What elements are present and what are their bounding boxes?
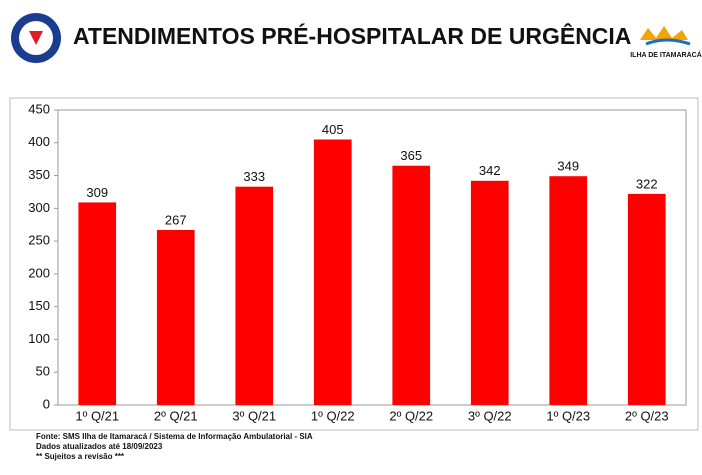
x-tick-label: 1º Q/22 [311,408,355,423]
y-tick-label: 150 [28,298,50,313]
revision-note: ** Sujeitos a revisão *** [36,452,125,461]
bar [470,180,509,405]
logo-wave [645,38,691,46]
bar [156,229,195,405]
left-logo [11,13,61,63]
y-tick-label: 400 [28,134,50,149]
x-tick-label: 1º Q/21 [75,408,119,423]
value-label: 349 [557,159,579,174]
value-label: 309 [86,185,108,200]
update-note: Dados atualizados até 18/09/2023 [36,442,163,451]
y-tick-label: 0 [43,396,50,411]
y-tick-label: 300 [28,200,50,215]
value-label: 333 [243,169,265,184]
x-tick-label: 2º Q/21 [154,408,198,423]
y-tick-label: 450 [28,101,50,116]
bar [627,193,666,405]
x-tick-label: 2º Q/23 [625,408,669,423]
chart-title: ATENDIMENTOS PRÉ-HOSPITALAR DE URGÊNCIA [73,22,631,49]
logo-text: ILHA DE ITAMARACÁ [630,50,702,59]
right-logo: ILHA DE ITAMARACÁ [630,26,702,59]
chart-frame [9,97,699,431]
bar [313,139,352,405]
source-note: Fonte: SMS Ilha de Itamaracá / Sistema d… [36,432,313,441]
value-label: 405 [322,122,344,137]
logo-star [29,31,43,45]
value-label: 322 [636,176,658,191]
y-tick-label: 100 [28,331,50,346]
x-tick-label: 2º Q/22 [389,408,433,423]
x-tick-label: 3º Q/22 [468,408,512,423]
value-label: 365 [400,148,422,163]
logo-shape [640,26,688,40]
bar [78,202,117,405]
value-label: 342 [479,163,501,178]
bar [549,176,588,405]
bar [235,186,274,405]
y-tick-label: 250 [28,233,50,248]
y-tick-label: 350 [28,167,50,182]
x-tick-label: 3º Q/21 [232,408,276,423]
y-tick-label: 50 [36,364,50,379]
value-label: 267 [165,212,187,227]
x-tick-label: 1º Q/23 [546,408,590,423]
plot-frame [57,109,687,406]
bar [392,165,431,405]
y-tick-label: 200 [28,265,50,280]
